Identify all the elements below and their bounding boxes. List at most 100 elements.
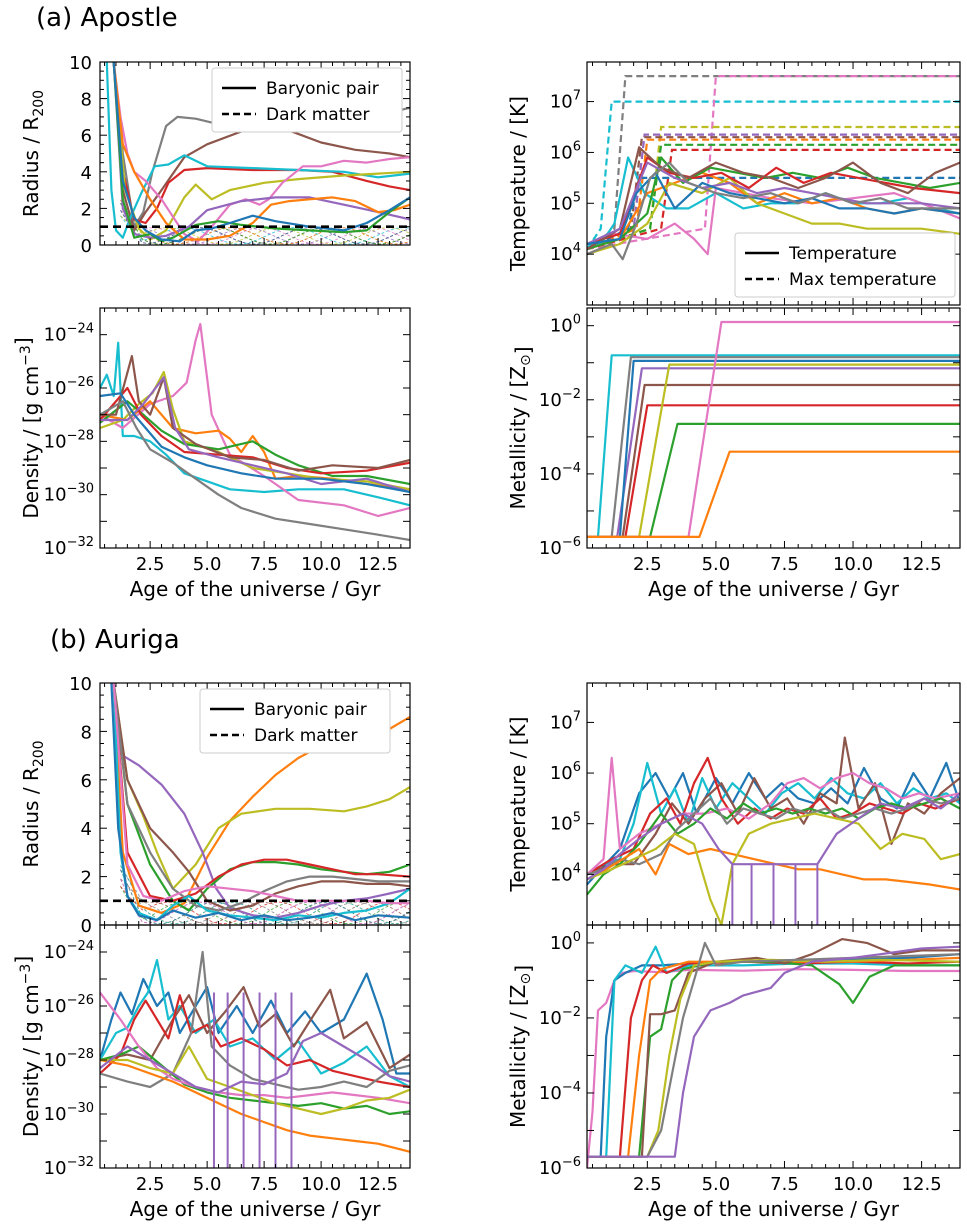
auriga-metallicity-xtick-label: 2.5 (633, 1174, 662, 1195)
auriga-temperature-ytick-label: 104 (550, 861, 581, 885)
auriga-radius-series-line (112, 683, 410, 905)
auriga-radius-ytick-label: 4 (81, 819, 92, 840)
apostle-density-series-line (100, 386, 410, 475)
auriga-radius-series-line (112, 683, 410, 890)
auriga-radius-ytick-label: 2 (81, 868, 92, 889)
auriga-temperature-series-line (587, 812, 960, 925)
auriga-temperature-series-line (587, 761, 960, 876)
auriga-density-ytick-label: 10−28 (44, 1047, 94, 1071)
apostle-temperature-axes (587, 62, 960, 306)
auriga-density-ytick-label: 10−30 (44, 1101, 94, 1125)
apostle-radius-series-line (105, 62, 410, 239)
apostle-density-plot-area (100, 322, 410, 542)
apostle-temperature-ytick-label: 106 (550, 139, 581, 163)
apostle-density-ytick-label: 10−30 (44, 482, 94, 506)
apostle-radius-ytick-label: 0 (81, 236, 92, 257)
auriga-temperature-ytick-label: 107 (550, 709, 581, 733)
auriga-radius-axes (100, 682, 410, 926)
auriga-radius-dm-trace (120, 869, 410, 925)
auriga-temperature-series-line (587, 797, 960, 876)
auriga-radius-series-line (112, 683, 410, 912)
auriga-radius-ytick-label: 6 (81, 771, 92, 792)
auriga-density-series-line (100, 950, 410, 1091)
auriga-radius-dm-trace (120, 886, 410, 925)
apostle-temperature-ytick-label: 105 (550, 190, 581, 214)
auriga-radius-ytick-label: 10 (69, 674, 92, 695)
apostle-density-xtick-label: 12.5 (358, 554, 398, 575)
auriga-density-xtick-label: 10.0 (301, 1174, 341, 1195)
auriga-radius-dm-trace (120, 878, 410, 925)
auriga-radius-series-line (112, 683, 410, 919)
auriga-metallicity-ylabel: Metallicity / [Z⊙] (506, 965, 535, 1128)
apostle-temperature-frame (586, 61, 961, 306)
auriga-temperature-series-line (587, 756, 960, 876)
auriga-density-ytick-label: 10−32 (44, 1155, 94, 1179)
auriga-temperature-series-line (587, 761, 960, 886)
auriga-temperature-ytick-label: 106 (550, 760, 581, 784)
apostle-density-ylabel: Density / [g cm−3] (11, 337, 43, 518)
auriga-density-frame (99, 924, 411, 1169)
auriga-radius-legend-entry: Dark matter (254, 726, 358, 746)
apostle-density-xtick-label: 5.0 (193, 554, 222, 575)
auriga-metallicity-plot-area (587, 938, 960, 1168)
apostle-density-xtick-label: 10.0 (301, 554, 341, 575)
apostle-metallicity-ytick-label: 10−2 (539, 387, 581, 411)
auriga-metallicity-xtick-label: 5.0 (702, 1174, 731, 1195)
auriga-metallicity-xtick-label: 7.5 (770, 1174, 799, 1195)
apostle-radius-axes (100, 61, 410, 246)
apostle-temperature-max-temperature-line (587, 100, 960, 250)
auriga-metallicity-ytick-label: 10−6 (539, 1155, 581, 1179)
auriga-temperature-ylabel: Temperature / [K] (506, 717, 530, 893)
apostle-metallicity-xtick-label: 2.5 (633, 554, 662, 575)
auriga-density-xlabel: Age of the universe / Gyr (130, 1197, 382, 1221)
apostle-radius-ylabel: Radius / R200 (19, 90, 47, 217)
apostle-radius-legend-entry: Baryonic pair (266, 79, 379, 99)
auriga-metallicity-xtick-label: 10.0 (833, 1174, 873, 1195)
apostle-metallicity-series-line (587, 450, 960, 538)
auriga-radius-dm-trace (120, 886, 410, 925)
auriga-metallicity-ytick-label: 100 (550, 930, 581, 954)
auriga-density-series-line (100, 991, 410, 1105)
auriga-radius-ytick-label: 8 (81, 722, 92, 743)
auriga-density-xtick-label: 2.5 (136, 1174, 165, 1195)
apostle-temperature-series-line (587, 171, 960, 246)
apostle-temperature-series-line (587, 186, 960, 256)
auriga-radius-series-line (112, 683, 410, 912)
auriga-radius-ytick-label: 0 (81, 916, 92, 937)
auriga-radius-series-line (112, 683, 410, 902)
apostle-radius-legend-box (211, 67, 403, 133)
auriga-density-series-line (100, 1045, 410, 1116)
auriga-radius-series-line (110, 683, 410, 922)
apostle-metallicity-xtick-label: 5.0 (702, 554, 731, 575)
apostle-radius-dm-trace (120, 199, 410, 245)
apostle-density-xlabel: Age of the universe / Gyr (130, 577, 382, 601)
auriga-radius-dm-trace (120, 865, 410, 925)
apostle-metallicity-ylabel: Metallicity / [Z⊙] (506, 346, 535, 509)
apostle-density-series-line (100, 376, 410, 494)
auriga-radius-dm-trace (120, 878, 410, 925)
auriga-temperature-series-line (587, 756, 960, 876)
apostle-density-ytick-label: 10−28 (44, 428, 94, 452)
apostle-density-ytick-label: 10−32 (44, 535, 94, 559)
apostle-metallicity-xtick-label: 7.5 (770, 554, 799, 575)
apostle-radius-ytick-label: 4 (81, 163, 92, 184)
apostle-radius-series-line (112, 62, 410, 243)
section-label-auriga: (b) Auriga (50, 625, 180, 655)
apostle-metallicity-plot-area (587, 320, 960, 538)
apostle-radius-plot-area (100, 62, 410, 245)
apostle-radius-dm-trace (120, 210, 410, 245)
auriga-temperature-series-line (587, 736, 960, 876)
auriga-density-axes (100, 924, 410, 1169)
apostle-radius-series-line (112, 62, 410, 232)
apostle-radius-ytick-label: 10 (69, 53, 92, 74)
apostle-density-ytick-label: 10−24 (44, 322, 94, 346)
auriga-metallicity-series-line (587, 958, 960, 1158)
auriga-metallicity-ytick-label: 10−4 (539, 1080, 581, 1104)
apostle-temperature-plot-area (587, 75, 960, 261)
auriga-density-series-line (100, 1045, 410, 1116)
apostle-metallicity-frame (586, 307, 961, 549)
panels: 0 2 4 6 8 10 Radius / R200 Baryonic pair Dark ma… (11, 53, 961, 1221)
apostle-temperature-legend-entry: Temperature (788, 244, 897, 264)
auriga-density-xtick-label: 12.5 (358, 1174, 398, 1195)
